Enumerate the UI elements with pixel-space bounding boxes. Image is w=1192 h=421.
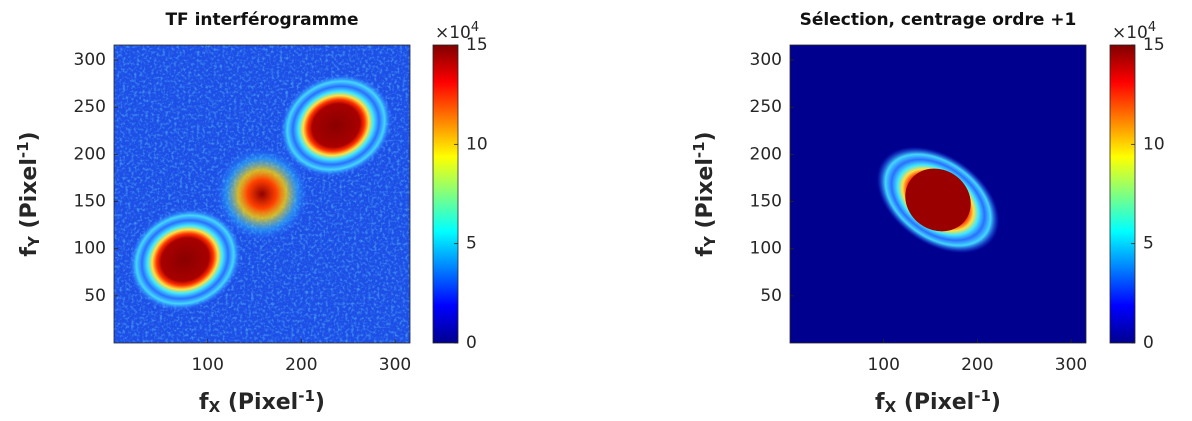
x-tick-label: 300 <box>1055 355 1087 375</box>
colorbar-tick-label: 10 <box>466 134 488 154</box>
exponent-power: 4 <box>471 20 479 35</box>
colorbar-tick-label: 15 <box>1143 35 1165 55</box>
label-subscript: Y <box>25 235 43 248</box>
label-text: (Pixel <box>896 390 974 415</box>
label-text: ) <box>693 131 718 141</box>
label-text: ) <box>17 131 42 141</box>
label-text: ) <box>315 390 325 415</box>
label-superscript: -1 <box>14 141 32 158</box>
y-tick-label: 150 <box>750 192 782 212</box>
x-tick-label: 100 <box>191 355 223 375</box>
spot <box>128 208 242 312</box>
y-tick-label: 150 <box>74 192 106 212</box>
exponent-base: ×10 <box>1112 23 1148 43</box>
colorbar <box>432 44 459 344</box>
spot <box>905 168 971 232</box>
label-text: f <box>199 390 209 415</box>
label-superscript: -1 <box>690 141 708 158</box>
x-tick-label: 200 <box>961 355 993 375</box>
axis-label: fX (Pixel-1) <box>875 387 1001 416</box>
x-tick-label: 200 <box>285 355 317 375</box>
colorbar-exponent: ×104 <box>1112 20 1156 43</box>
label-subscript: X <box>209 398 221 416</box>
chart-title: Sélection, centrage ordre +1 <box>800 10 1077 30</box>
label-text: f <box>693 247 718 257</box>
y-tick-label: 50 <box>84 286 106 306</box>
y-tick-label: 300 <box>74 50 106 70</box>
label-text: f <box>875 390 885 415</box>
label-text: (Pixel <box>693 158 718 236</box>
axis-label: fY (Pixel-1) <box>690 131 719 256</box>
chart-title: TF interférogramme <box>165 10 358 30</box>
x-tick-label: 300 <box>379 355 411 375</box>
label-superscript: -1 <box>974 387 991 405</box>
axis-label: fX (Pixel-1) <box>199 387 325 416</box>
label-text: f <box>17 247 42 257</box>
colorbar-tick-label: 5 <box>1143 234 1154 254</box>
axes-frame <box>789 44 1087 344</box>
y-tick-label: 50 <box>760 286 782 306</box>
y-tick-label: 250 <box>750 97 782 117</box>
colorbar-tick-label: 0 <box>1143 333 1154 353</box>
heatmap-image <box>114 45 410 343</box>
y-tick-label: 100 <box>750 239 782 259</box>
y-tick-label: 100 <box>74 239 106 259</box>
exponent-power: 4 <box>1148 20 1156 35</box>
colorbar <box>1109 44 1136 344</box>
spot <box>214 146 310 242</box>
exponent-base: ×10 <box>435 23 471 43</box>
axis-label: fY (Pixel-1) <box>14 131 43 256</box>
label-superscript: -1 <box>298 387 315 405</box>
label-subscript: Y <box>701 235 719 248</box>
label-text: ) <box>991 390 1001 415</box>
y-tick-label: 300 <box>750 50 782 70</box>
colorbar-tick-label: 0 <box>466 333 477 353</box>
colorbar-tick-label: 10 <box>1143 134 1165 154</box>
y-tick-label: 200 <box>750 144 782 164</box>
label-text: (Pixel <box>220 390 298 415</box>
colorbar-exponent: ×104 <box>435 20 479 43</box>
y-tick-label: 250 <box>74 97 106 117</box>
label-text: (Pixel <box>17 158 42 236</box>
label-subscript: X <box>885 398 897 416</box>
y-tick-label: 200 <box>74 144 106 164</box>
colorbar-tick-label: 15 <box>466 35 488 55</box>
spot <box>279 73 393 177</box>
colorbar-tick-label: 5 <box>466 234 477 254</box>
heatmap-image <box>790 45 1086 343</box>
axes-frame <box>113 44 411 344</box>
x-tick-label: 100 <box>867 355 899 375</box>
